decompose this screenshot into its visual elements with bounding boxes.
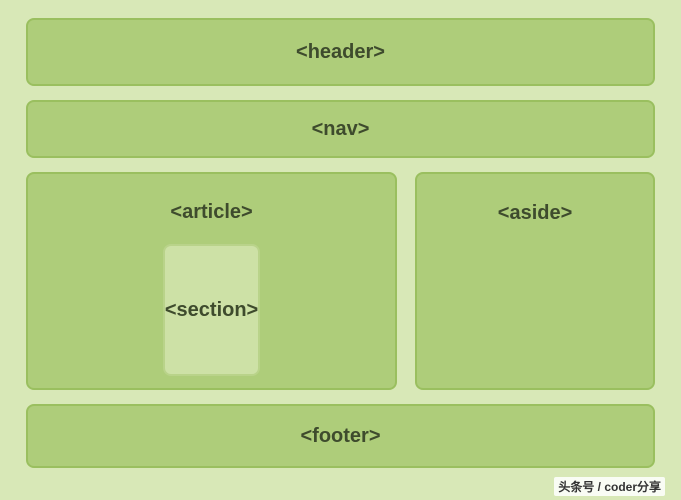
watermark: 头条号 / coder分享: [554, 477, 665, 496]
nav-label: <nav>: [312, 118, 370, 141]
header-block: <header>: [26, 18, 655, 86]
aside-label: <aside>: [498, 202, 573, 225]
watermark-text: 头条号 / coder分享: [558, 480, 661, 494]
middle-row: <article> <section> <aside>: [26, 172, 655, 390]
nav-block: <nav>: [26, 100, 655, 158]
section-block: <section>: [163, 244, 260, 376]
header-label: <header>: [296, 41, 385, 64]
article-label: <article>: [170, 201, 252, 224]
article-block: <article> <section>: [26, 172, 397, 390]
footer-block: <footer>: [26, 404, 655, 468]
diagram-canvas: <header> <nav> <article> <section> <asid…: [0, 0, 681, 500]
section-label: <section>: [165, 299, 258, 322]
footer-label: <footer>: [300, 425, 380, 448]
article-label-wrap: <article>: [170, 186, 252, 238]
aside-block: <aside>: [415, 172, 655, 390]
